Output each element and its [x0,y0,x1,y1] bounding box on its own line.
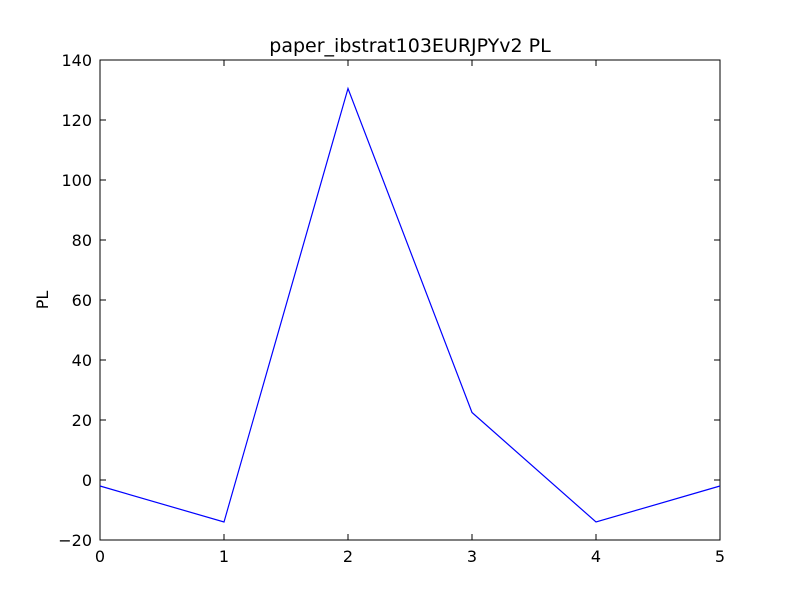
x-axis-ticks: 0 1 2 3 4 5 [95,60,725,566]
x-tick-label: 0 [95,547,105,566]
y-tick-label: 140 [61,51,92,70]
y-tick-label: 120 [61,111,92,130]
x-tick-label: 4 [591,547,601,566]
y-tick-label: 100 [61,171,92,190]
y-tick-label: 60 [72,291,92,310]
y-axis-label: PL [33,291,52,310]
y-tick-label: 0 [82,471,92,490]
chart-title: paper_ibstrat103EURJPYv2 PL [269,35,551,57]
series-line [99,86,721,523]
y-tick-label: 40 [72,351,92,370]
x-tick-label: 5 [715,547,725,566]
series-group [99,86,721,523]
plot-area-frame [99,59,721,541]
x-tick-label: 3 [467,547,477,566]
x-tick-label: 2 [343,547,353,566]
y-tick-label: −20 [58,531,92,550]
x-tick-label: 1 [219,547,229,566]
y-tick-label: 20 [72,411,92,430]
y-tick-label: 80 [72,231,92,250]
y-axis-ticks: −20 0 20 40 60 80 100 120 140 [58,51,720,550]
